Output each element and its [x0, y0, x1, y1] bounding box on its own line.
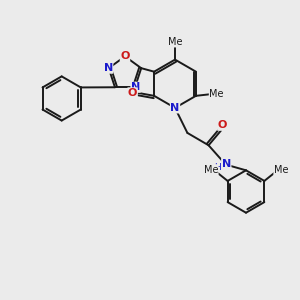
Text: N: N [131, 82, 140, 92]
Text: Me: Me [204, 165, 218, 175]
Text: N: N [222, 158, 231, 169]
Text: Me: Me [168, 37, 182, 47]
Text: Me: Me [209, 89, 224, 99]
Text: Me: Me [274, 165, 288, 175]
Text: H: H [214, 163, 221, 172]
Text: N: N [170, 103, 180, 113]
Text: O: O [128, 88, 137, 98]
Text: N: N [103, 63, 113, 73]
Text: O: O [120, 51, 130, 62]
Text: O: O [218, 120, 227, 130]
